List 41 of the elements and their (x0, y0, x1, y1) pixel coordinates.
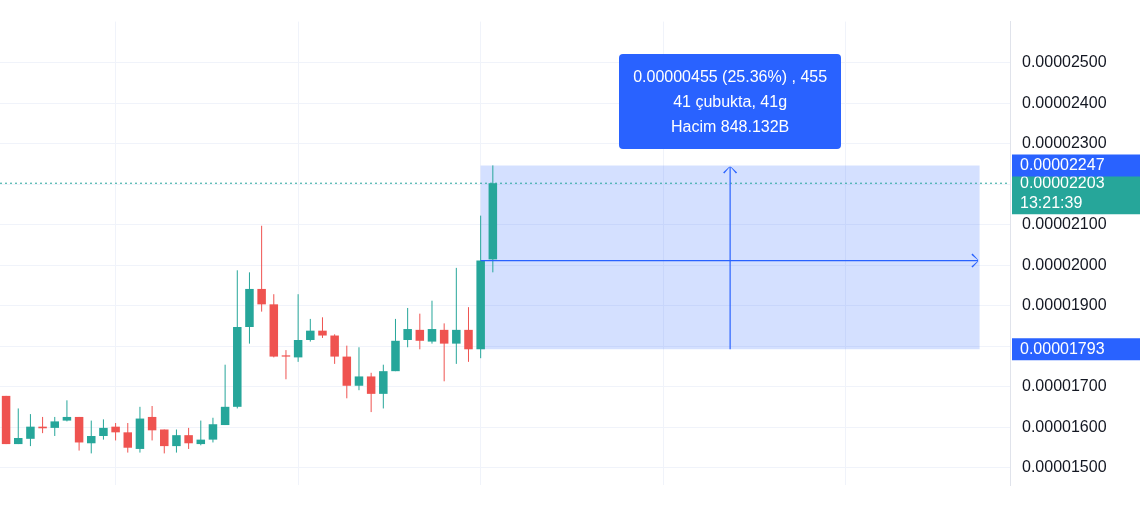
y-tick-label: 0.00002500 (1022, 53, 1107, 71)
candlestick (293, 293, 303, 363)
annotation: 0.00000455 (25.36%) , 455 (633, 67, 828, 88)
annotation: Hacim 848.132B (669, 117, 791, 138)
y-tick-label: 0.00001700 (1022, 377, 1107, 395)
candlestick (281, 349, 291, 380)
y-tick-label: 0.00002000 (1022, 255, 1107, 273)
candlestick (87, 420, 96, 454)
candlestick (354, 346, 364, 391)
y-tick-label: 0.00001500 (1022, 458, 1107, 476)
candlestick (208, 417, 218, 443)
candlestick (464, 306, 473, 363)
candlestick (172, 429, 181, 454)
candlestick (13, 407, 23, 445)
y-tick-label: 0.00002400 (1022, 93, 1107, 111)
candlestick (427, 300, 437, 345)
text: 0.00002247 (1020, 155, 1105, 173)
candlestick (26, 413, 35, 447)
y-tick-label: 0.00001900 (1022, 296, 1107, 314)
candlestick (318, 316, 327, 339)
candlestick (306, 318, 315, 343)
annotation: 41 çubukta, 41g (672, 92, 789, 113)
candlestick (257, 225, 266, 313)
candlestick (415, 313, 425, 350)
text: 0.00001793 (1020, 339, 1105, 357)
candlestick (220, 364, 230, 426)
candlestick (366, 372, 376, 413)
candlestick (403, 307, 412, 348)
candlestick (123, 422, 133, 454)
candlestick (379, 364, 388, 409)
candlestick (50, 416, 60, 437)
y-tick-label: 0.00002100 (1022, 215, 1107, 233)
candlestick (439, 322, 449, 382)
candlestick (452, 267, 461, 365)
candlestick (330, 333, 339, 365)
y-tick-label: 0.00002300 (1022, 134, 1107, 152)
ref-line-label: 0.00002203 13:21:39 (1020, 173, 1105, 211)
candlestick (184, 427, 193, 450)
y-tick-label: 0.00001600 (1022, 417, 1107, 435)
candlestick (99, 418, 108, 441)
candlestick (147, 405, 157, 441)
